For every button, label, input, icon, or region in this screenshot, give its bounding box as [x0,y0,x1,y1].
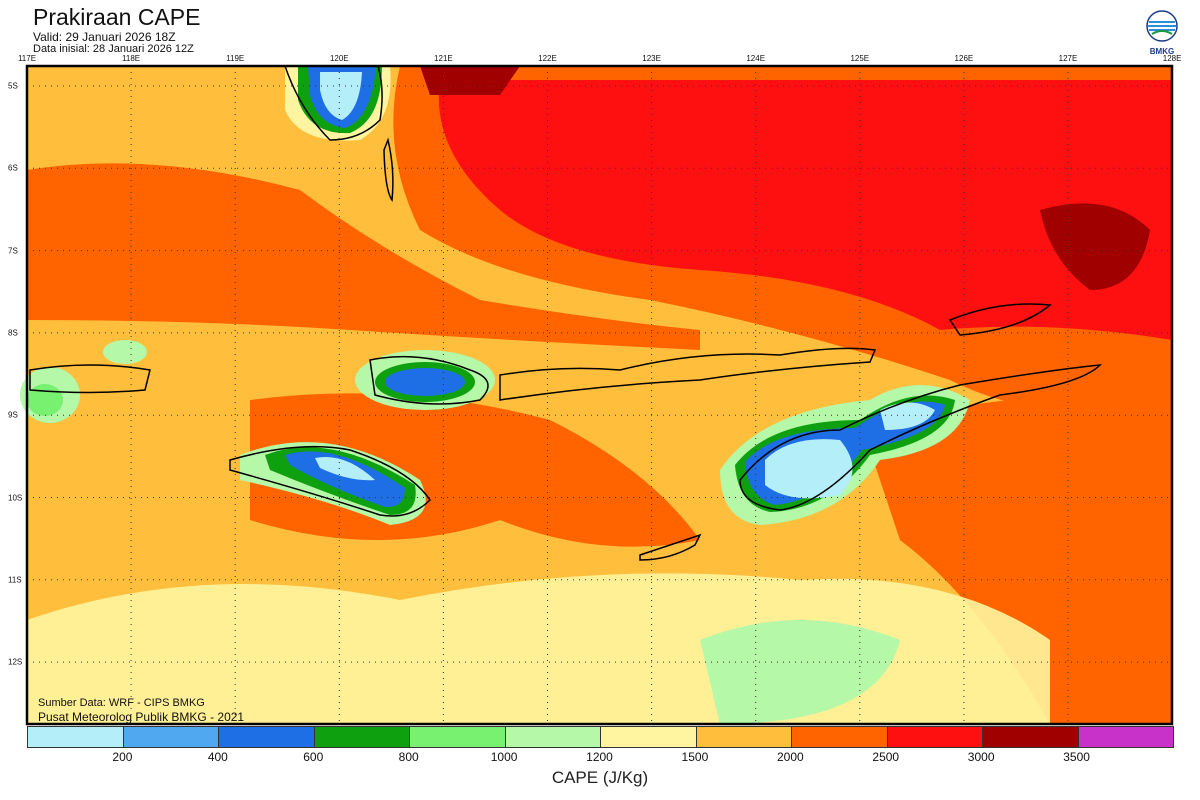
cape-zone-3000 [1040,203,1150,290]
lon-label: 128E [1162,54,1182,63]
color-legend [27,726,1174,748]
cape-zone-1000 [700,620,900,724]
bmkg-logo: BMKG [1144,10,1180,56]
lon-label: 118E [122,54,141,63]
cape-zone-2500 [438,80,1172,340]
cape-cell-sumbawa [355,350,495,410]
legend-tick: 2500 [872,750,900,764]
legend-swatch [601,727,697,747]
lon-label: 127E [1058,54,1078,63]
data-source: Sumber Data: WRF - CIPS BMKG [38,697,205,709]
legend-swatch [505,727,601,747]
lon-label: 126E [954,54,974,63]
legend-tick: 200 [112,750,133,764]
lon-label: 120E [329,54,349,63]
cape-cell-lombok [20,340,147,423]
coastlines [29,65,1103,561]
lat-label: 7S [8,246,18,256]
lon-label: 125E [850,54,870,63]
legend-tick: 3500 [1063,750,1090,764]
legend-tick: 2000 [776,750,804,764]
lon-label: 123E [642,54,661,63]
legend-tick: 3000 [967,750,995,764]
bmkg-logo-icon [1146,10,1178,42]
lat-label: 8S [8,328,18,338]
legend-tick: 400 [207,750,228,764]
valid-time: Valid: 29 Januari 2026 18Z [33,30,176,44]
legend-swatch [410,727,506,747]
legend-swatch [314,727,410,747]
cape-cell-sumba [240,442,426,525]
legend-swatch [792,727,888,747]
lat-label: 12S [8,657,23,667]
lat-label: 10S [8,493,23,502]
legend-swatch [28,727,124,747]
legend-swatch [887,727,983,747]
map-title: Prakiraan CAPE [33,4,201,30]
legend-tick: 1200 [586,750,613,764]
legend-swatch [983,727,1079,747]
cape-zone-3000 [420,66,520,95]
cape-cell-north [285,66,391,141]
lon-label: 121E [434,54,453,63]
legend-title: CAPE (J/Kg) [551,768,649,787]
cape-map [20,64,1174,726]
lon-label: 119E [226,54,245,63]
legend-swatch [1078,727,1173,747]
graticule [27,66,1172,724]
legend-swatch [696,727,792,747]
credit: Pusat Meteorolog Publik BMKG - 2021 [38,710,245,724]
logo-text: BMKG [1149,47,1175,56]
lat-label: 11S [8,575,22,585]
legend-swatch [219,727,315,747]
lon-label: 117E [17,54,37,63]
cape-zone-2000 [860,380,1172,724]
map-frame [25,64,1174,726]
lat-label: 9S [8,410,18,420]
lat-label: 6S [8,163,18,173]
cape-zone-2000 [27,163,700,350]
legend-tick: 800 [398,750,419,764]
legend-tick: 600 [303,750,324,764]
legend-tick: 1500 [681,750,709,764]
cape-cell-timor [720,385,970,525]
legend-swatch [123,727,219,747]
lon-label: 124E [746,54,766,63]
lon-label: 122E [538,54,557,63]
initial-time: Data inisial: 28 Januari 2026 12Z [33,43,194,55]
legend-tick: 1000 [490,750,518,764]
lat-label: 5S [8,81,18,91]
